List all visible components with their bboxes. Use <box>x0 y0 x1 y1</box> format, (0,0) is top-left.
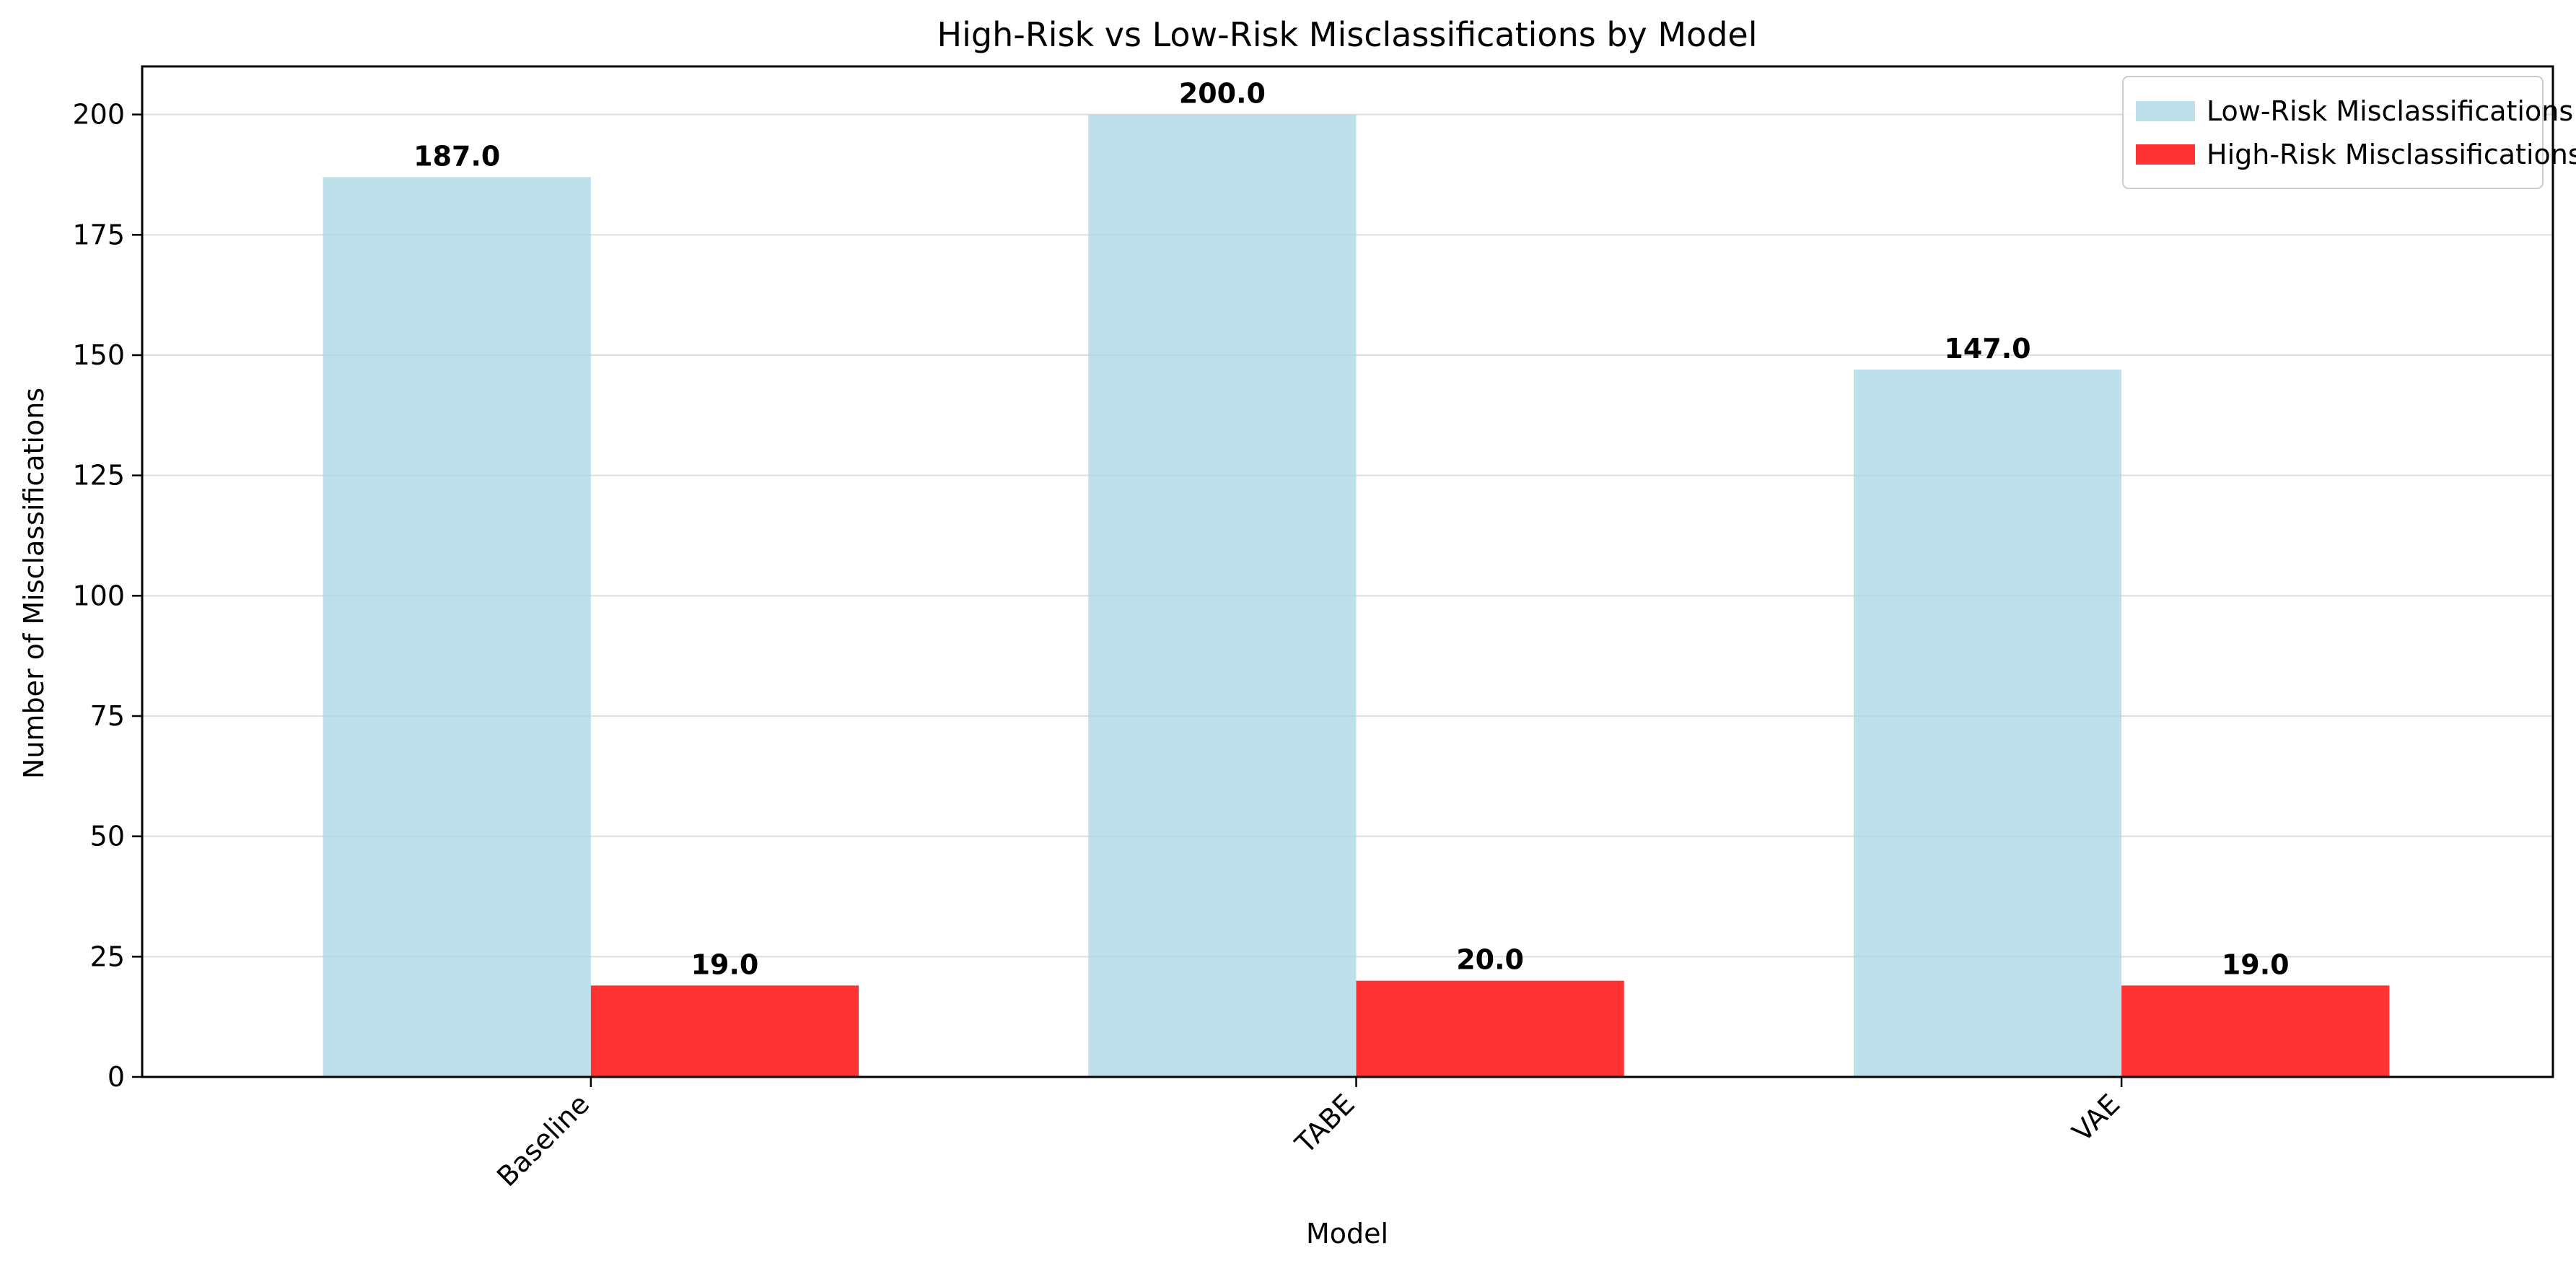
x-tick-label-baseline: Baseline <box>491 1088 595 1192</box>
bar-high-risk-baseline <box>590 985 859 1077</box>
x-tick-label-tabe: TABE <box>1289 1088 1361 1160</box>
value-label-high-risk-vae: 19.0 <box>2222 948 2290 980</box>
chart-title: High-Risk vs Low-Risk Misclassifications… <box>937 15 1758 54</box>
bars <box>323 114 2390 1078</box>
y-ticks: 0 25 50 75 100 125 150 175 200 <box>72 99 142 1093</box>
legend-label-1: High-Risk Misclassifications <box>2207 139 2576 170</box>
y-tick-label-3: 75 <box>90 700 125 732</box>
legend: Low-Risk Misclassifications High-Risk Mis… <box>2122 76 2576 189</box>
bar-low-risk-vae <box>1853 370 2122 1077</box>
y-tick-label-0: 0 <box>108 1061 125 1093</box>
y-axis-label: Number of Misclassifications <box>18 388 50 779</box>
legend-box <box>2122 76 2544 189</box>
value-label-low-risk-baseline: 187.0 <box>413 140 500 172</box>
value-labels: 187.0 200.0 147.0 19.0 20.0 19.0 <box>413 78 2289 981</box>
y-tick-label-6: 150 <box>72 339 125 371</box>
value-label-high-risk-tabe: 20.0 <box>1456 944 1524 976</box>
axes <box>141 65 2554 1078</box>
value-label-low-risk-vae: 147.0 <box>1944 333 2030 365</box>
x-tick-label-vae: VAE <box>2066 1088 2126 1148</box>
y-tick-label-2: 50 <box>90 821 125 852</box>
legend-swatch-1 <box>2136 144 2195 165</box>
bar-low-risk-baseline <box>323 177 591 1077</box>
bar-high-risk-tabe <box>1356 980 1624 1077</box>
x-axis-label: Model <box>1306 1218 1388 1249</box>
y-tick-label-4: 100 <box>72 580 125 611</box>
legend-swatch-0 <box>2136 101 2195 121</box>
x-ticks: Baseline TABE VAE <box>491 1077 2126 1192</box>
legend-label-0: Low-Risk Misclassifications <box>2207 95 2573 127</box>
plot-frame <box>141 65 2554 1078</box>
y-tick-label-7: 175 <box>72 219 125 250</box>
y-tick-label-1: 25 <box>90 941 125 972</box>
y-tick-label-5: 125 <box>72 460 125 492</box>
value-label-low-risk-tabe: 200.0 <box>1179 78 1266 110</box>
bar-high-risk-vae <box>2121 985 2390 1077</box>
bar-low-risk-tabe <box>1088 114 1357 1078</box>
value-label-high-risk-baseline: 19.0 <box>691 948 759 980</box>
y-tick-label-8: 200 <box>72 99 125 131</box>
